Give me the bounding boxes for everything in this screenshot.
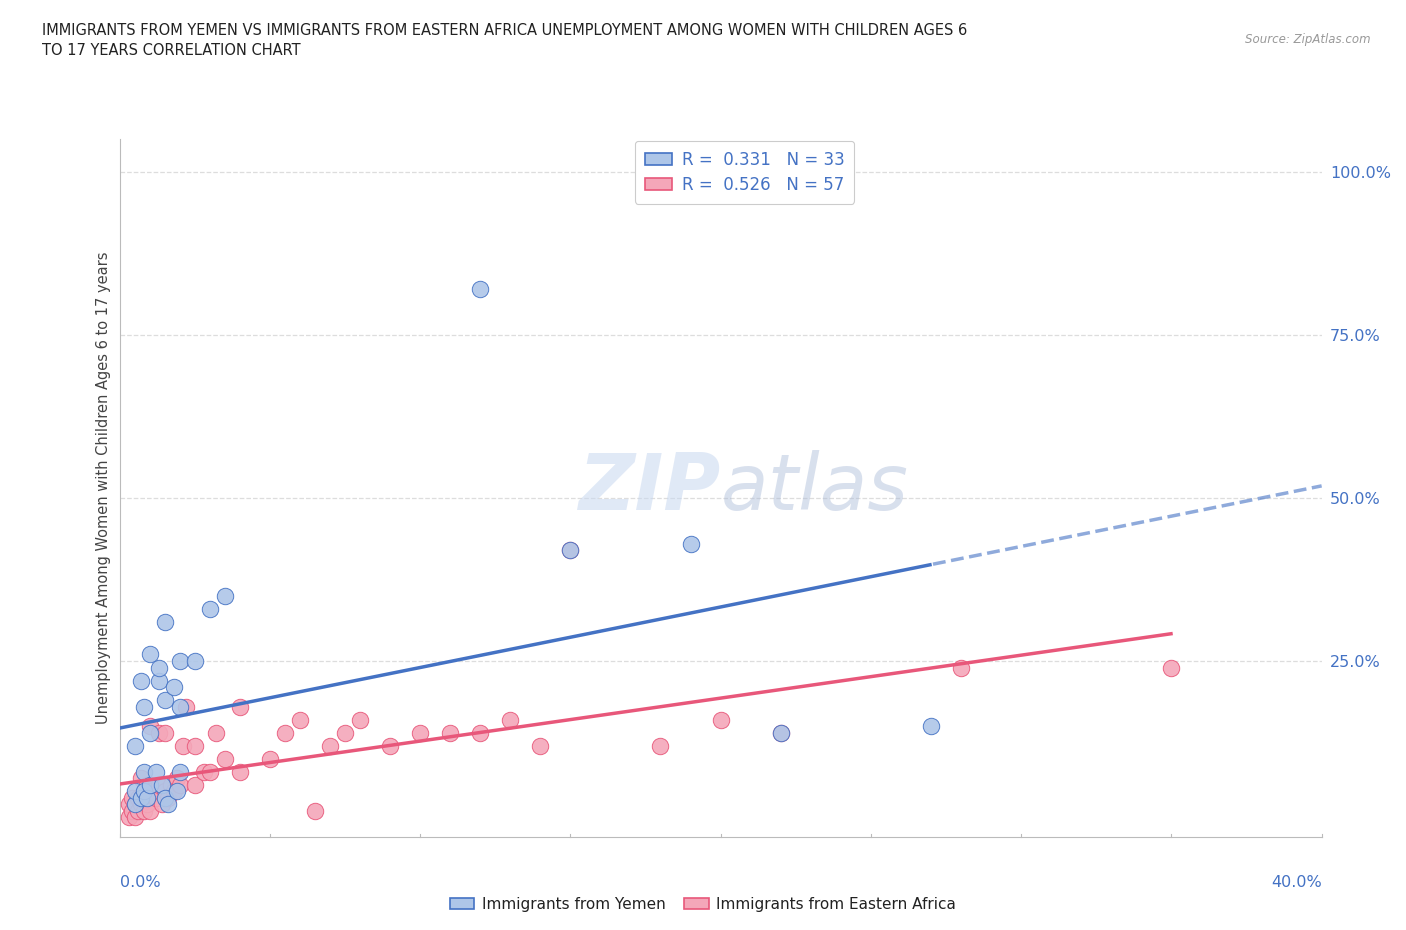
- Point: [439, 725, 461, 740]
- Point: [499, 712, 522, 727]
- Point: [174, 699, 197, 714]
- Point: [468, 282, 492, 297]
- Point: [124, 797, 146, 812]
- Point: [156, 797, 179, 812]
- Point: [950, 660, 973, 675]
- Point: [127, 790, 149, 805]
- Point: [162, 784, 184, 799]
- Point: [162, 680, 184, 695]
- Point: [132, 764, 155, 779]
- Point: [198, 602, 221, 617]
- Point: [169, 764, 191, 779]
- Point: [150, 777, 173, 792]
- Point: [378, 738, 401, 753]
- Point: [1160, 660, 1182, 675]
- Point: [679, 537, 702, 551]
- Point: [769, 725, 792, 740]
- Point: [138, 777, 160, 792]
- Point: [117, 810, 139, 825]
- Point: [288, 712, 311, 727]
- Y-axis label: Unemployment Among Women with Children Ages 6 to 17 years: Unemployment Among Women with Children A…: [96, 252, 111, 724]
- Point: [129, 673, 152, 688]
- Point: [148, 673, 170, 688]
- Point: [148, 660, 170, 675]
- Point: [135, 797, 157, 812]
- Point: [145, 764, 167, 779]
- Point: [333, 725, 356, 740]
- Text: 0.0%: 0.0%: [120, 875, 160, 890]
- Point: [169, 699, 191, 714]
- Point: [117, 797, 139, 812]
- Point: [920, 719, 942, 734]
- Point: [138, 725, 160, 740]
- Point: [124, 797, 146, 812]
- Point: [153, 790, 176, 805]
- Point: [129, 771, 152, 786]
- Point: [183, 654, 205, 669]
- Legend: Immigrants from Yemen, Immigrants from Eastern Africa: Immigrants from Yemen, Immigrants from E…: [444, 891, 962, 918]
- Point: [132, 699, 155, 714]
- Point: [228, 764, 252, 779]
- Point: [650, 738, 672, 753]
- Point: [169, 777, 191, 792]
- Point: [124, 810, 146, 825]
- Point: [709, 712, 731, 727]
- Point: [132, 804, 155, 818]
- Point: [172, 738, 194, 753]
- Point: [138, 804, 160, 818]
- Point: [153, 693, 176, 708]
- Point: [124, 784, 146, 799]
- Point: [150, 797, 173, 812]
- Point: [138, 647, 160, 662]
- Point: [132, 784, 155, 799]
- Point: [769, 725, 792, 740]
- Point: [132, 784, 155, 799]
- Point: [145, 790, 167, 805]
- Point: [138, 784, 160, 799]
- Point: [204, 725, 226, 740]
- Point: [121, 804, 143, 818]
- Point: [560, 543, 582, 558]
- Point: [214, 751, 236, 766]
- Point: [274, 725, 297, 740]
- Text: atlas: atlas: [720, 450, 908, 526]
- Point: [183, 777, 205, 792]
- Point: [468, 725, 492, 740]
- Point: [214, 589, 236, 604]
- Point: [153, 615, 176, 630]
- Point: [148, 777, 170, 792]
- Point: [198, 764, 221, 779]
- Point: [127, 804, 149, 818]
- Point: [138, 719, 160, 734]
- Text: ZIP: ZIP: [578, 450, 720, 526]
- Point: [153, 784, 176, 799]
- Point: [166, 771, 188, 786]
- Point: [409, 725, 432, 740]
- Point: [148, 725, 170, 740]
- Point: [129, 790, 152, 805]
- Point: [135, 777, 157, 792]
- Point: [129, 797, 152, 812]
- Point: [349, 712, 371, 727]
- Text: Source: ZipAtlas.com: Source: ZipAtlas.com: [1246, 33, 1371, 46]
- Point: [169, 654, 191, 669]
- Point: [121, 790, 143, 805]
- Point: [153, 725, 176, 740]
- Point: [183, 738, 205, 753]
- Legend: R =  0.331   N = 33, R =  0.526   N = 57: R = 0.331 N = 33, R = 0.526 N = 57: [636, 140, 855, 204]
- Point: [228, 699, 252, 714]
- Point: [319, 738, 342, 753]
- Text: 40.0%: 40.0%: [1271, 875, 1322, 890]
- Point: [159, 777, 181, 792]
- Point: [156, 790, 179, 805]
- Text: IMMIGRANTS FROM YEMEN VS IMMIGRANTS FROM EASTERN AFRICA UNEMPLOYMENT AMONG WOMEN: IMMIGRANTS FROM YEMEN VS IMMIGRANTS FROM…: [42, 23, 967, 58]
- Point: [193, 764, 215, 779]
- Point: [560, 543, 582, 558]
- Point: [529, 738, 551, 753]
- Point: [135, 790, 157, 805]
- Point: [259, 751, 281, 766]
- Point: [124, 738, 146, 753]
- Point: [304, 804, 326, 818]
- Point: [166, 784, 188, 799]
